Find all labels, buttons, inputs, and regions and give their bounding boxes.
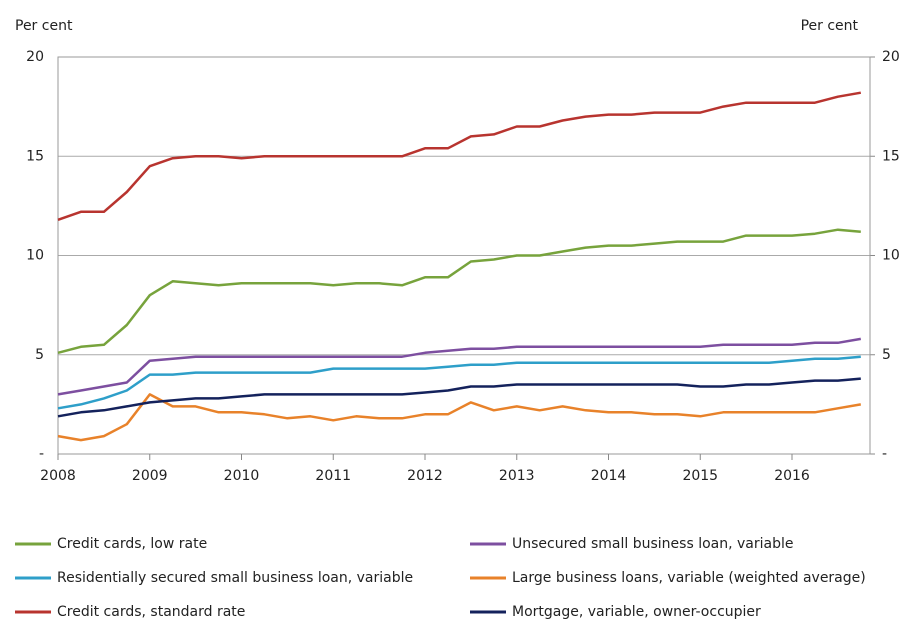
y2-tick-label: - <box>882 446 887 462</box>
series-line <box>57 91 862 221</box>
legend-label: Mortgage, variable, owner-occupier <box>512 604 761 620</box>
y-axis-label: Per cent <box>15 18 73 34</box>
legend-label: Residentially secured small business loa… <box>57 570 413 586</box>
y-tick-label: 5 <box>35 347 44 363</box>
series-line <box>57 393 862 442</box>
x-tick-label: 2010 <box>224 468 260 484</box>
y-tick-label: 15 <box>26 148 44 164</box>
legend-label: Credit cards, standard rate <box>57 604 245 620</box>
series-line <box>57 355 861 410</box>
x-tick-label: 2014 <box>591 468 627 484</box>
x-tick-label: 2011 <box>315 468 351 484</box>
legend-label: Large business loans, variable (weighted… <box>512 570 866 586</box>
x-tick-label: 2016 <box>774 468 810 484</box>
series-line <box>57 337 862 396</box>
y-tick-label: 20 <box>26 49 44 65</box>
series-line <box>57 377 861 418</box>
x-tick-label: 2012 <box>407 468 443 484</box>
y-tick-label: - <box>39 446 44 462</box>
y2-axis-label: Per cent <box>801 18 859 34</box>
x-tick-label: 2015 <box>682 468 718 484</box>
y2-tick-label: 20 <box>882 49 900 65</box>
x-tick-label: 2013 <box>499 468 535 484</box>
legend-label: Unsecured small business loan, variable <box>512 536 794 552</box>
x-tick-label: 2008 <box>40 468 76 484</box>
legend-label: Credit cards, low rate <box>57 536 207 552</box>
y2-tick-label: 15 <box>882 148 900 164</box>
y2-tick-label: 5 <box>882 347 891 363</box>
y2-tick-label: 10 <box>882 248 900 264</box>
series-line <box>57 228 861 355</box>
x-tick-label: 2009 <box>132 468 168 484</box>
y-tick-label: 10 <box>26 248 44 264</box>
plot-frame <box>57 56 871 455</box>
